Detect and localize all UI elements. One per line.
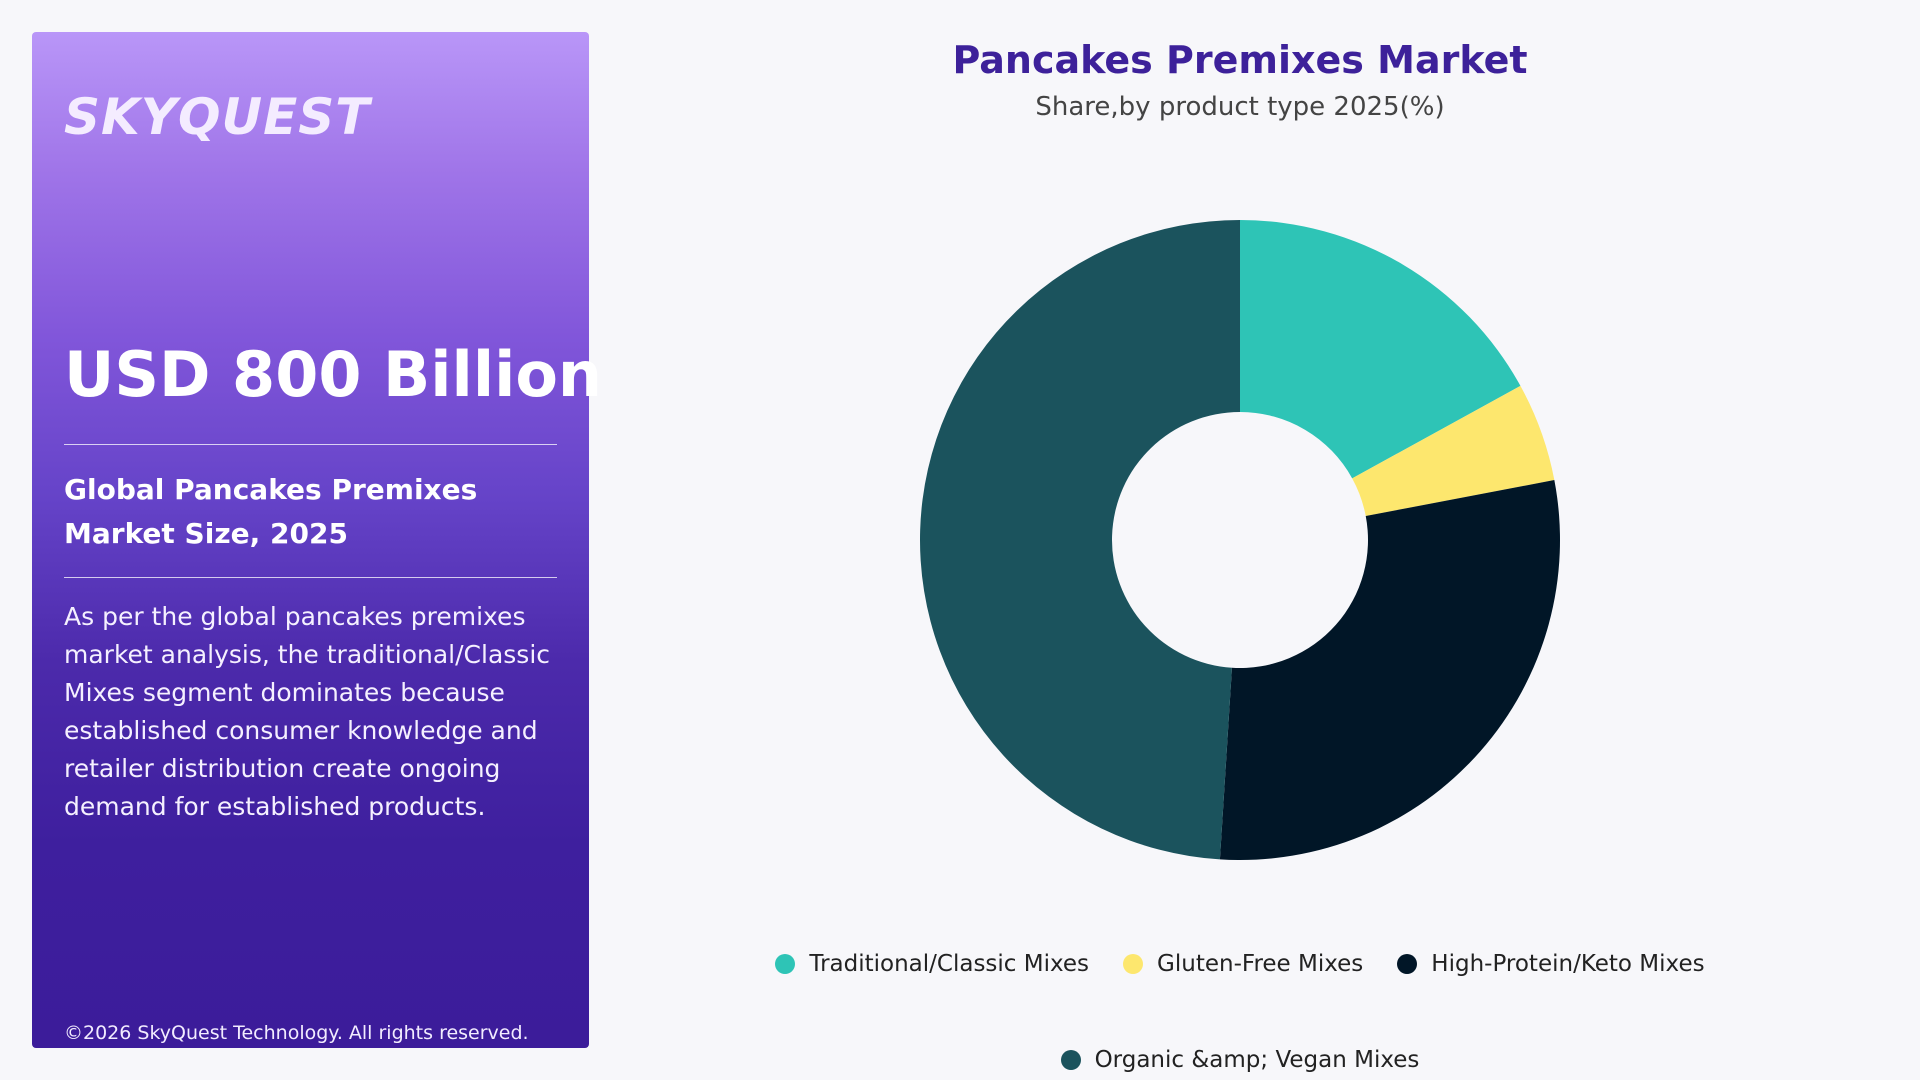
- pie-slice-3[interactable]: [1219, 480, 1560, 860]
- chart-title: Pancakes Premixes Market: [952, 38, 1528, 82]
- market-size-value: USD 800 Billion: [64, 338, 603, 411]
- legend-item-3[interactable]: High-Protein/Keto Mixes: [1397, 946, 1705, 982]
- copyright-notice: ©2026 SkyQuest Technology. All rights re…: [64, 1022, 529, 1044]
- chart-subtitle: Share,by product type 2025(%): [1035, 92, 1445, 122]
- skyquest-logo: SKYQUEST: [64, 88, 371, 146]
- legend-label: Traditional/Classic Mixes: [809, 951, 1090, 977]
- legend-item-4[interactable]: Organic &amp; Vegan Mixes: [1060, 1042, 1420, 1078]
- legend-item-2[interactable]: Gluten-Free Mixes: [1123, 946, 1363, 982]
- market-size-label-line1: Global Pancakes Premixes: [64, 473, 478, 506]
- market-size-label: Global Pancakes Premixes Market Size, 20…: [64, 468, 544, 556]
- market-description: As per the global pancakes premixes mark…: [64, 602, 551, 821]
- legend-dot-icon: [775, 954, 796, 974]
- pie-slice-2[interactable]: [1352, 385, 1555, 517]
- market-size-label-line2: Market Size, 2025: [64, 517, 348, 550]
- donut-chart: [920, 220, 1560, 860]
- pie-slice-4[interactable]: [920, 220, 1240, 860]
- divider-bottom: [64, 577, 557, 578]
- chart-legend: Traditional/Classic Mixes Gluten-Free Mix…: [640, 946, 1840, 1078]
- legend-dot-icon: [1123, 954, 1144, 974]
- legend-dot-icon: [1397, 954, 1418, 974]
- legend-label: Organic &amp; Vegan Mixes: [1094, 1047, 1420, 1073]
- legend-label: High-Protein/Keto Mixes: [1431, 951, 1705, 977]
- divider-top: [64, 444, 557, 445]
- legend-item-1[interactable]: Traditional/Classic Mixes: [775, 946, 1089, 982]
- info-panel: SKYQUEST USD 800 Billion Global Pancakes…: [32, 32, 602, 1048]
- legend-dot-icon: [1060, 1050, 1081, 1070]
- pie-slice-1[interactable]: [1240, 220, 1521, 479]
- legend-label: Gluten-Free Mixes: [1157, 951, 1364, 977]
